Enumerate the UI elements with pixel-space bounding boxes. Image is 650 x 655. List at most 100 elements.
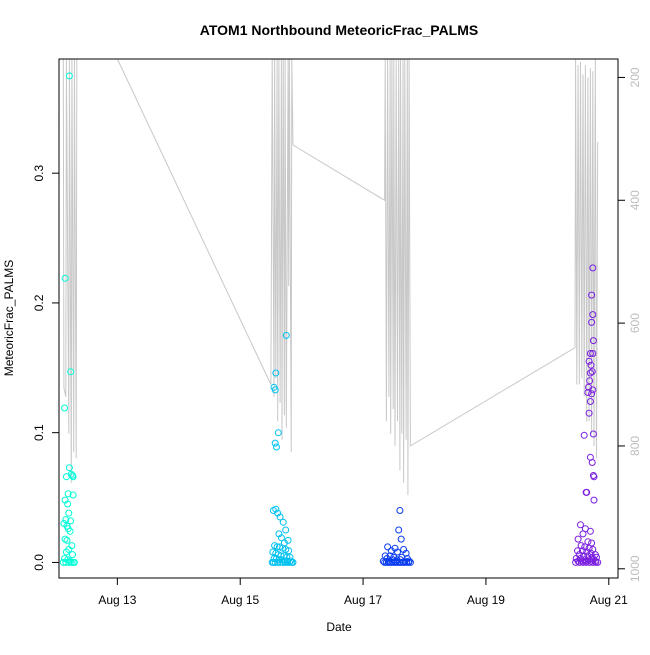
altitude-line-layer	[62, 59, 599, 496]
y-tick-label: 0.3	[32, 165, 46, 182]
data-point	[406, 558, 414, 566]
data-point	[574, 535, 582, 543]
y-axis: 0.0 0.1 0.2 0.3	[32, 165, 59, 571]
data-point	[279, 544, 287, 552]
data-point	[63, 536, 71, 544]
data-point	[272, 505, 280, 513]
data-point	[582, 558, 590, 566]
data-point	[405, 558, 412, 566]
data-point	[62, 473, 70, 481]
x-tick-label: Aug 19	[467, 593, 505, 607]
data-point	[62, 548, 70, 556]
y2-tick-label: 800	[628, 436, 642, 456]
data-point	[281, 558, 289, 566]
data-point	[65, 464, 73, 472]
x-tick-label: Aug 13	[98, 593, 136, 607]
data-point	[279, 558, 287, 566]
data-point	[589, 430, 597, 438]
data-point	[588, 291, 596, 299]
data-point	[589, 264, 597, 272]
data-point	[61, 404, 68, 412]
y2-tick-label: 1000	[628, 555, 642, 582]
chart-title: ATOM1 Northbound MeteoricFrac_PALMS	[200, 22, 478, 38]
data-point	[282, 526, 290, 534]
y-tick-label: 0.0	[32, 554, 46, 571]
data-point	[68, 542, 76, 550]
data-point	[585, 357, 593, 365]
data-point	[270, 555, 278, 562]
data-point	[572, 558, 580, 566]
data-point	[61, 274, 69, 282]
data-point	[67, 368, 75, 376]
data-point	[586, 527, 594, 535]
data-point	[584, 538, 592, 546]
data-point	[271, 558, 279, 566]
data-point	[588, 390, 596, 398]
data-point	[271, 439, 279, 447]
data-point	[579, 530, 587, 538]
data-point	[577, 521, 584, 529]
data-point	[67, 517, 75, 525]
x-axis-label: Date	[326, 620, 352, 634]
data-point	[274, 429, 282, 437]
data-point	[62, 558, 70, 566]
data-point	[586, 398, 594, 405]
data-point	[65, 509, 73, 517]
y-axis-label: MeteoricFrac_PALMS	[2, 260, 16, 376]
data-point	[587, 361, 595, 369]
data-point	[279, 518, 287, 526]
data-points-layer	[59, 72, 602, 566]
plot-frame	[58, 58, 619, 579]
data-point	[396, 507, 404, 514]
data-point	[394, 548, 401, 556]
data-point	[589, 558, 597, 566]
x-axis: Aug 13 Aug 15 Aug 17 Aug 19 Aug 21	[98, 578, 628, 607]
altitude-line	[62, 59, 599, 496]
data-point	[268, 558, 276, 566]
x-tick-label: Aug 21	[590, 593, 628, 607]
data-point	[589, 311, 597, 319]
data-point	[586, 369, 594, 377]
data-point	[590, 473, 598, 481]
data-point	[277, 534, 285, 542]
data-point	[272, 369, 280, 377]
x-tick-label: Aug 15	[221, 593, 259, 607]
data-point	[585, 409, 593, 417]
y2-tick-label: 600	[628, 313, 642, 333]
data-point	[285, 547, 293, 555]
data-point	[588, 368, 596, 376]
data-point	[575, 558, 583, 566]
data-point	[585, 383, 592, 391]
data-point	[61, 535, 69, 543]
data-point	[69, 491, 77, 499]
data-point	[62, 516, 70, 524]
data-point	[580, 431, 588, 439]
data-point	[61, 555, 68, 562]
data-point	[588, 459, 596, 466]
data-point	[397, 535, 405, 543]
data-point	[64, 490, 72, 498]
data-point	[584, 389, 592, 396]
data-point	[586, 350, 594, 357]
data-point	[59, 558, 67, 566]
data-point	[65, 72, 73, 80]
data-point	[64, 500, 72, 508]
data-point	[588, 318, 596, 326]
y2-tick-label: 400	[628, 190, 642, 210]
data-point	[69, 473, 77, 481]
data-point	[285, 558, 293, 566]
data-point	[577, 542, 585, 550]
data-point	[589, 337, 597, 345]
data-point	[66, 527, 74, 535]
data-point	[586, 377, 594, 385]
data-point	[402, 549, 410, 557]
data-point	[282, 331, 290, 339]
data-point	[276, 513, 284, 521]
y-tick-label: 0.2	[32, 294, 46, 311]
data-point	[594, 558, 602, 566]
data-point	[69, 551, 76, 559]
x-tick-label: Aug 17	[344, 593, 382, 607]
data-point	[579, 558, 587, 566]
